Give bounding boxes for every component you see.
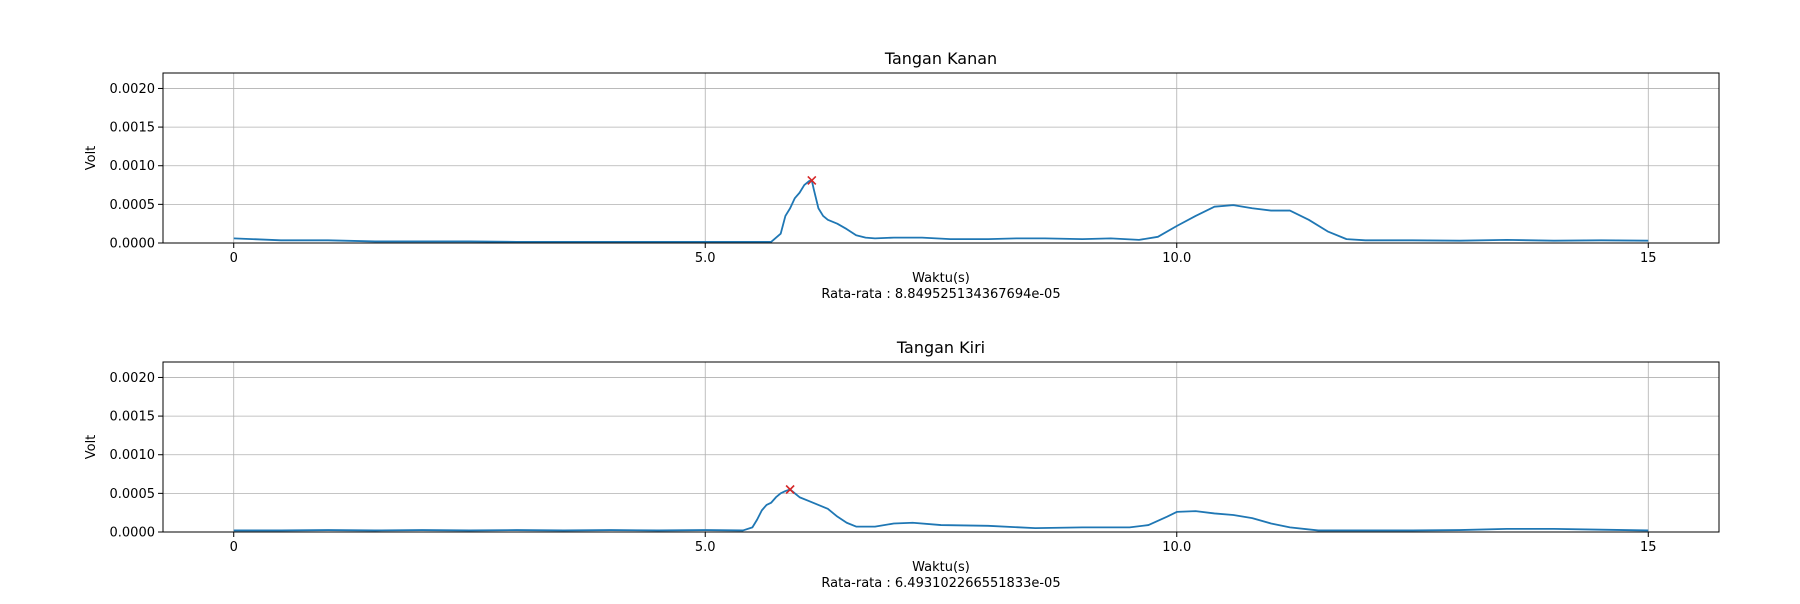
x-tick-label: 10.0 (1162, 540, 1191, 555)
x-tick-label: 15 (1640, 251, 1657, 266)
x-tick-label: 10.0 (1162, 251, 1191, 266)
y-tick-label: 0.0010 (110, 159, 156, 174)
y-tick-label: 0.0000 (110, 237, 156, 252)
peak-marker (785, 484, 795, 495)
average-note: Rata-rata : 8.849525134367694e-05 (821, 287, 1060, 302)
x-axis-label: Waktu(s) (912, 560, 970, 575)
chart-title: Tangan Kiri (896, 338, 985, 357)
y-tick-label: 0.0010 (110, 448, 156, 463)
axes-frame (162, 361, 1720, 533)
y-tick-label: 0.0000 (110, 526, 156, 541)
y-tick-label: 0.0020 (110, 371, 156, 386)
y-tick-label: 0.0015 (110, 410, 156, 425)
series-line (233, 179, 1649, 243)
y-axis-label: Volt (84, 146, 99, 171)
axes-frame (162, 72, 1720, 244)
series-line (233, 488, 1649, 532)
x-tick-label: 5.0 (695, 540, 716, 555)
x-tick-label: 0 (230, 540, 238, 555)
peak-marker (807, 175, 817, 185)
chart-title: Tangan Kanan (884, 49, 997, 68)
x-tick-label: 0 (230, 251, 238, 266)
x-tick-label: 5.0 (695, 251, 716, 266)
x-tick-label: 15 (1640, 540, 1657, 555)
y-axis-label: Volt (84, 435, 99, 460)
average-note: Rata-rata : 6.493102266551833e-05 (821, 576, 1060, 591)
y-tick-label: 0.0015 (110, 121, 156, 136)
y-tick-label: 0.0020 (110, 82, 156, 97)
x-axis-label: Waktu(s) (912, 271, 970, 286)
y-tick-label: 0.0005 (110, 198, 156, 213)
y-tick-label: 0.0005 (110, 487, 156, 502)
